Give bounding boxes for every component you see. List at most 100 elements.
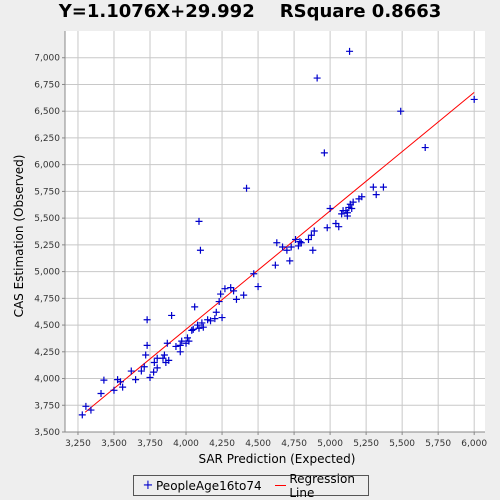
legend-label-points: PeopleAge16to74 bbox=[156, 478, 262, 493]
data-point bbox=[335, 223, 343, 231]
data-point bbox=[189, 325, 197, 333]
data-point bbox=[143, 341, 151, 349]
data-point bbox=[116, 378, 124, 386]
y-tick-label: 6,500 bbox=[34, 107, 60, 117]
data-point bbox=[82, 402, 90, 410]
data-point bbox=[358, 193, 366, 201]
data-point bbox=[211, 315, 219, 323]
data-point bbox=[183, 334, 191, 342]
data-point bbox=[217, 290, 225, 298]
data-point bbox=[100, 376, 108, 384]
plot-background bbox=[65, 31, 485, 432]
data-point bbox=[221, 285, 229, 293]
data-point bbox=[348, 205, 356, 213]
data-point bbox=[254, 283, 262, 291]
x-tick-label: 3,250 bbox=[65, 439, 91, 449]
data-point bbox=[146, 373, 154, 381]
y-tick-label: 5,250 bbox=[34, 241, 60, 251]
data-point bbox=[323, 224, 331, 232]
data-point bbox=[178, 337, 186, 345]
y-tick-label: 5,000 bbox=[34, 268, 60, 278]
y-tick-label: 3,750 bbox=[34, 401, 60, 411]
data-point bbox=[271, 261, 279, 269]
data-point bbox=[160, 351, 168, 359]
data-point bbox=[153, 364, 161, 372]
data-point bbox=[320, 149, 328, 157]
data-point bbox=[207, 317, 215, 325]
y-tick-label: 4,000 bbox=[34, 375, 60, 385]
data-point bbox=[287, 243, 295, 251]
data-point bbox=[172, 342, 180, 350]
legend-item-regression: Regression Line bbox=[262, 472, 368, 500]
x-tick-label: 5,750 bbox=[425, 439, 451, 449]
data-point bbox=[343, 212, 351, 220]
data-point bbox=[372, 191, 380, 199]
data-point bbox=[369, 183, 377, 191]
data-point bbox=[326, 205, 334, 213]
y-tick-label: 4,750 bbox=[34, 294, 60, 304]
data-point bbox=[140, 363, 148, 371]
data-point bbox=[296, 238, 304, 246]
data-point bbox=[119, 383, 127, 391]
y-axis-label: CAS Estimation (Observed) bbox=[12, 155, 26, 318]
plot-area: 3,250 3,500 3,750 4,000 4,250 4,500 4,750 5,000… bbox=[34, 31, 487, 449]
data-point bbox=[304, 236, 312, 244]
data-point bbox=[150, 368, 158, 376]
data-point bbox=[240, 291, 248, 299]
data-point bbox=[309, 246, 317, 254]
data-point bbox=[78, 411, 86, 419]
data-point bbox=[176, 348, 184, 356]
x-tick-label: 4,250 bbox=[209, 439, 235, 449]
x-tick-label: 3,750 bbox=[137, 439, 163, 449]
data-point bbox=[232, 295, 240, 303]
x-axis-label: SAR Prediction (Expected) bbox=[199, 452, 356, 466]
legend-label-regression: Regression Line bbox=[289, 471, 355, 500]
plus-marker-icon: + bbox=[142, 478, 154, 493]
x-tick-label: 3,500 bbox=[101, 439, 127, 449]
data-point bbox=[176, 341, 184, 349]
data-point bbox=[195, 217, 203, 225]
data-point bbox=[143, 316, 151, 324]
x-tick-label: 5,250 bbox=[353, 439, 379, 449]
data-point bbox=[137, 367, 145, 375]
x-tick-label: 6,000 bbox=[461, 439, 487, 449]
chart-legend: + PeopleAge16to74 Regression Line bbox=[133, 472, 369, 500]
x-tick-label: 5,500 bbox=[389, 439, 415, 449]
data-point bbox=[397, 107, 405, 115]
y-tick-label: 5,500 bbox=[34, 214, 60, 224]
y-tick-label: 7,000 bbox=[34, 54, 60, 64]
data-point bbox=[110, 386, 118, 394]
data-point bbox=[250, 270, 258, 278]
data-point bbox=[194, 321, 202, 329]
data-point bbox=[421, 144, 429, 152]
data-point bbox=[159, 354, 167, 362]
data-point bbox=[297, 239, 305, 247]
data-point bbox=[150, 358, 158, 366]
y-tick-label: 6,250 bbox=[34, 134, 60, 144]
data-point bbox=[230, 287, 238, 295]
data-point bbox=[127, 367, 135, 375]
data-point bbox=[273, 239, 281, 247]
data-point bbox=[168, 311, 176, 319]
data-point bbox=[142, 351, 150, 359]
data-point bbox=[97, 390, 105, 398]
data-point bbox=[199, 323, 207, 331]
y-tick-label: 4,500 bbox=[34, 321, 60, 331]
data-point bbox=[218, 314, 226, 322]
y-tick-label: 5,750 bbox=[34, 187, 60, 197]
data-point bbox=[313, 74, 321, 82]
data-point bbox=[163, 339, 171, 347]
y-tick-label: 4,250 bbox=[34, 348, 60, 358]
data-point bbox=[191, 303, 199, 311]
data-point bbox=[243, 184, 251, 192]
regression-line bbox=[84, 92, 475, 413]
data-point bbox=[215, 298, 223, 306]
data-point bbox=[286, 257, 294, 265]
data-point bbox=[349, 198, 357, 206]
y-tick-label: 3,500 bbox=[34, 428, 60, 438]
data-point bbox=[198, 319, 206, 327]
y-tick-label: 6,750 bbox=[34, 80, 60, 90]
data-point bbox=[379, 183, 387, 191]
data-point bbox=[87, 406, 95, 414]
